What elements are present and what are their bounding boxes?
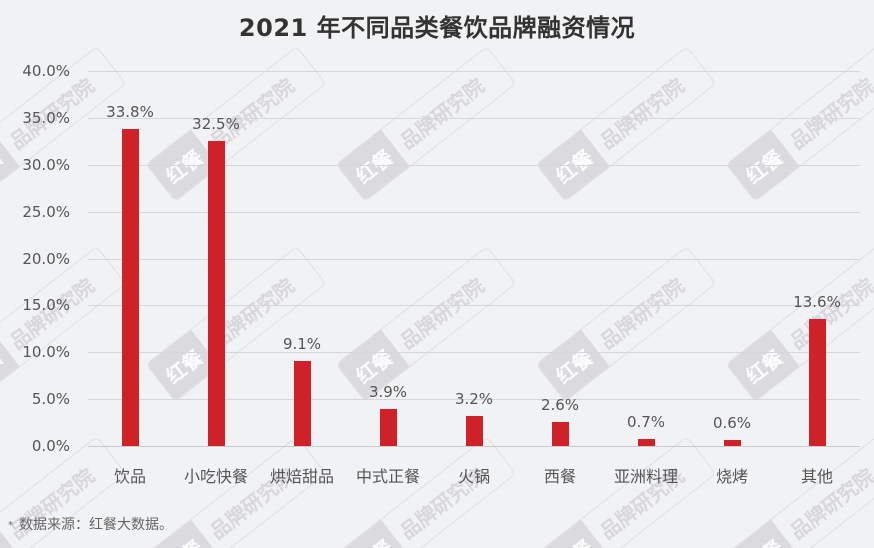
bar: [380, 409, 397, 446]
bar: [466, 416, 483, 446]
asterisk-icon: *: [8, 519, 13, 531]
x-axis-category-label: 西餐: [543, 467, 576, 486]
bar: [122, 129, 139, 446]
bar-value-label: 2.6%: [540, 395, 580, 414]
bar: [294, 360, 311, 446]
x-axis-category-label: 烧烤: [715, 467, 748, 486]
gridline: [88, 118, 860, 119]
bar: [809, 318, 826, 446]
x-axis-category-label: 饮品: [113, 467, 146, 486]
bar-value-label: 3.9%: [368, 383, 408, 402]
bar-value-label: 0.6%: [712, 414, 752, 433]
bar-value-label: 33.8%: [106, 103, 154, 122]
y-axis-tick-label: 15.0%: [22, 296, 70, 314]
y-axis-tick-label: 40.0%: [22, 62, 70, 80]
gridline: [88, 259, 860, 260]
y-axis-tick-label: 10.0%: [22, 343, 70, 361]
gridline: [88, 352, 860, 353]
x-axis-category-label: 小吃快餐: [183, 467, 248, 486]
x-axis-category-label: 其他: [800, 467, 833, 486]
bar-value-label: 13.6%: [793, 292, 841, 311]
gridline: [88, 399, 860, 400]
bar-value-label: 0.7%: [626, 413, 666, 432]
gridline: [88, 305, 860, 306]
bar-value-label: 32.5%: [192, 115, 240, 134]
x-axis-category-label: 亚洲料理: [613, 467, 678, 486]
y-axis-tick-label: 0.0%: [31, 437, 70, 455]
y-axis-tick-label: 30.0%: [22, 156, 70, 174]
bar: [724, 440, 741, 446]
bar: [552, 421, 569, 446]
gridline: [88, 71, 860, 72]
bar: [208, 141, 225, 446]
y-axis-tick-label: 20.0%: [22, 250, 70, 268]
x-axis-category-label: 火锅: [457, 467, 490, 486]
gridline: [88, 212, 860, 213]
y-axis-tick-label: 25.0%: [22, 203, 70, 221]
source-text: 数据来源：红餐大数据。: [19, 517, 173, 533]
y-axis-tick-label: 35.0%: [22, 109, 70, 127]
bar-value-label: 9.1%: [282, 334, 322, 353]
gridline: [88, 165, 860, 166]
chart-title: 2021 年不同品类餐饮品牌融资情况: [238, 14, 636, 42]
y-axis-tick-label: 5.0%: [31, 390, 70, 408]
bar-value-label: 3.2%: [454, 390, 494, 408]
x-axis-category-label: 烘焙甜品: [269, 467, 334, 486]
gridline: [88, 446, 860, 447]
bar: [638, 439, 655, 446]
x-axis-category-label: 中式正餐: [355, 467, 420, 486]
source-note: * 数据来源：红餐大数据。: [8, 514, 173, 534]
